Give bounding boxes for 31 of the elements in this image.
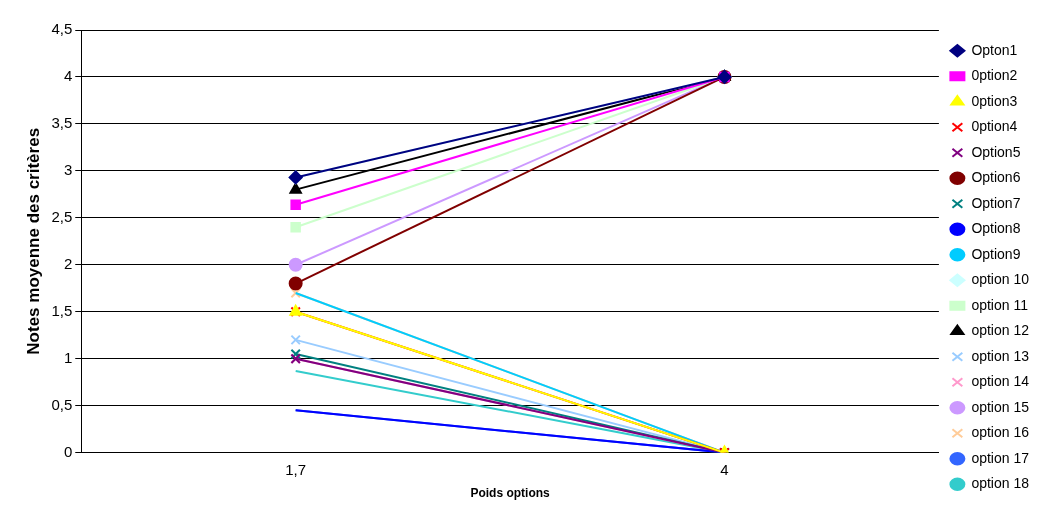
y-tick-label: 3,5 [51, 114, 73, 132]
y-tick-label: 1,5 [51, 301, 73, 319]
y-tick-label: 1 [63, 348, 73, 366]
legend-label: Option6 [971, 169, 1021, 186]
legend-label: option 18 [971, 475, 1030, 492]
y-tick-label: 2,5 [51, 207, 73, 225]
legend-label: 0ption2 [971, 67, 1018, 84]
y-tick-label: 3 [63, 161, 73, 179]
legend-label: option 11 [971, 296, 1029, 313]
legend-label: 0ption4 [971, 118, 1018, 135]
y-tick-label: 2 [63, 254, 73, 272]
legend-label: Option7 [971, 194, 1021, 211]
legend-label: option 16 [971, 424, 1030, 441]
legend-label: Option9 [971, 245, 1021, 262]
legend-label: option 12 [971, 322, 1030, 339]
y-tick-label: 4 [63, 67, 73, 85]
legend-label: option 17 [971, 449, 1030, 466]
legend-label: option 14 [971, 373, 1030, 390]
legend-label: 0ption3 [971, 92, 1018, 109]
legend-label: Opton1 [971, 41, 1018, 58]
legend-label: Option5 [971, 143, 1021, 160]
x-tick-label: 1,7 [285, 460, 307, 478]
x-axis-title: Poids options [470, 486, 551, 501]
legend-label: Option8 [971, 220, 1021, 237]
legend-label: option 15 [971, 398, 1030, 415]
legend-label: option 13 [971, 347, 1030, 364]
y-tick-label: 0,5 [51, 395, 73, 413]
y-tick-label: 4,5 [51, 20, 73, 38]
y-axis-title: Notes moyenne des critères [23, 127, 43, 355]
legend-label: option 10 [971, 271, 1030, 288]
y-tick-label: 0 [63, 442, 73, 460]
